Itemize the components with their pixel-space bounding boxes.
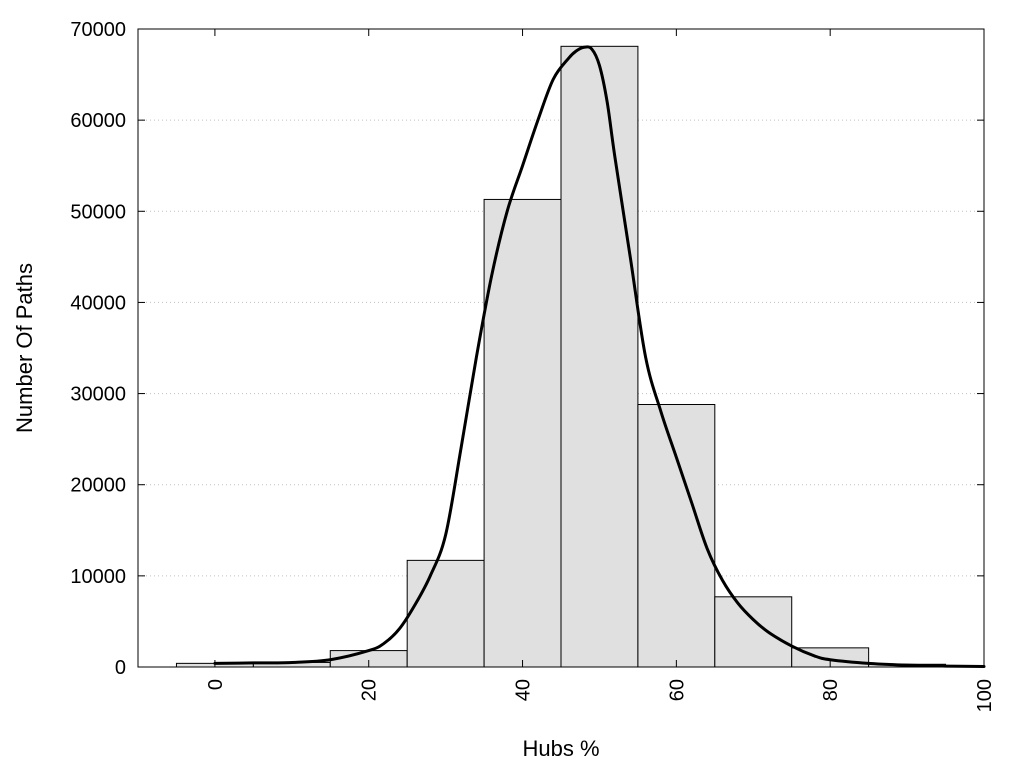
x-tick-label: 20 [359, 679, 381, 701]
y-tick-label: 20000 [70, 475, 126, 497]
density-curve-line [213, 45, 986, 669]
histogram-bar [483, 198, 562, 668]
y-tick-label: 70000 [70, 19, 126, 41]
y-tick-label: 0 [115, 657, 126, 679]
x-tick-label: 0 [205, 679, 227, 690]
y-tick-label: 60000 [70, 110, 126, 132]
bars-layer [175, 45, 947, 668]
x-axis-title: Hubs % [522, 736, 599, 761]
x-tick-label: 80 [820, 679, 842, 701]
x-tick-label: 60 [666, 679, 688, 701]
y-tick-label: 30000 [70, 384, 126, 406]
histogram-bar [714, 596, 793, 668]
y-tick-label: 10000 [70, 566, 126, 588]
histogram-bar [560, 45, 639, 668]
curve-layer [213, 45, 986, 669]
x-tick-label: 40 [513, 679, 535, 701]
grid-layer [138, 119, 984, 577]
y-tick-label: 50000 [70, 201, 126, 223]
histogram-bar [406, 559, 485, 668]
plot-frame [137, 28, 985, 668]
ticks-layer: 0 10000 20000 30000 40000 50000 60000 70000 0 20 4… [70, 19, 996, 712]
y-axis-title: Number Of Paths [12, 263, 37, 433]
y-tick-label: 40000 [70, 292, 126, 314]
x-tick-label: 100 [974, 679, 996, 712]
